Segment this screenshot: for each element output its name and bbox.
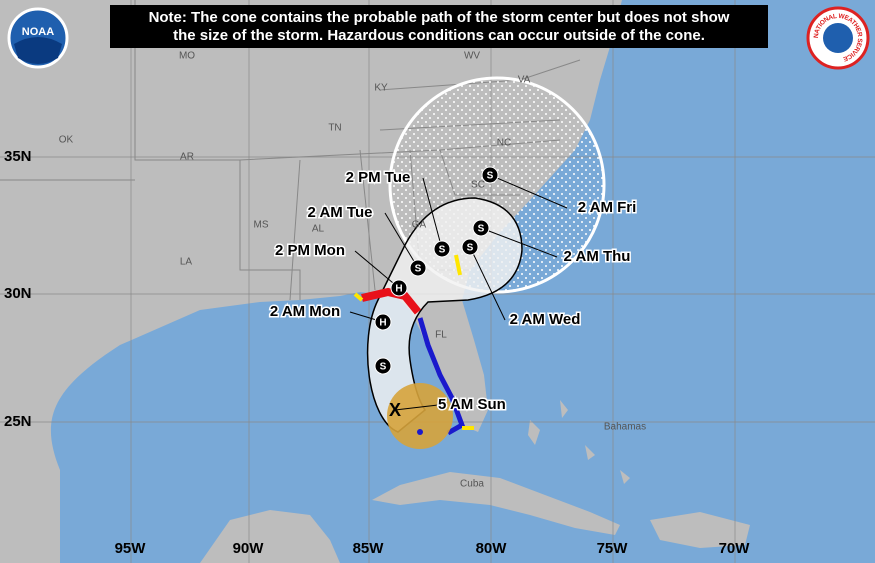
point-marker-letter: H bbox=[379, 318, 386, 329]
point-marker bbox=[481, 166, 499, 184]
leader-line bbox=[480, 227, 558, 258]
forecast-label: 2 AM Tue bbox=[307, 204, 372, 221]
point-marker-letter: S bbox=[439, 245, 446, 256]
yucatan bbox=[200, 510, 340, 563]
hispaniola bbox=[650, 512, 750, 548]
point-marker bbox=[409, 259, 427, 277]
current-label: 5 AM Sun bbox=[438, 396, 506, 413]
leader-line bbox=[384, 212, 419, 269]
forecast-label: 2 AM Mon bbox=[270, 303, 340, 320]
region-label: LA bbox=[180, 257, 193, 268]
latitude-label: 30N bbox=[4, 285, 32, 302]
region-label: FL bbox=[435, 330, 447, 341]
leader-line bbox=[469, 246, 506, 321]
region-label: MS bbox=[254, 220, 269, 231]
latitude-label: 35N bbox=[4, 148, 32, 165]
watch bbox=[353, 254, 474, 430]
forecast-label: 2 PM Mon bbox=[275, 242, 345, 259]
region-label: GA bbox=[412, 220, 427, 231]
point-marker bbox=[472, 219, 490, 237]
point-marker-letter: S bbox=[380, 362, 387, 373]
region-label: TN bbox=[328, 123, 341, 134]
point-marker bbox=[374, 313, 392, 331]
forecast-label: 2 AM Fri bbox=[578, 199, 637, 216]
leader-line bbox=[354, 250, 400, 289]
point-marker bbox=[433, 240, 451, 258]
leader-line bbox=[422, 177, 443, 250]
point-marker bbox=[461, 238, 479, 256]
longitude-label: 85W bbox=[353, 540, 385, 557]
point-marker-letter: H bbox=[395, 284, 402, 295]
note-line: Note: The cone contains the probable pat… bbox=[149, 9, 730, 26]
region-label: NC bbox=[497, 138, 511, 149]
forecast-label: 2 AM Wed bbox=[510, 311, 581, 328]
storm-warning bbox=[417, 317, 466, 436]
region-label: VA bbox=[518, 75, 531, 86]
longitude-label: 95W bbox=[115, 540, 147, 557]
leader-line bbox=[489, 174, 568, 209]
leader-line bbox=[394, 404, 439, 411]
region-label: OK bbox=[59, 135, 74, 146]
region-label: Cuba bbox=[460, 479, 484, 490]
point-marker-letter: S bbox=[478, 224, 485, 235]
latitude-label: 25N bbox=[4, 413, 32, 430]
region-label: WV bbox=[464, 51, 480, 62]
point-marker bbox=[390, 279, 408, 297]
note-line: the size of the storm. Hazardous conditi… bbox=[173, 27, 705, 44]
point-marker-letter: S bbox=[467, 243, 474, 254]
current-marker: X bbox=[389, 400, 401, 420]
forecast-label: 2 PM Tue bbox=[346, 169, 411, 186]
wind-field bbox=[387, 383, 453, 449]
region-label: AL bbox=[312, 224, 325, 235]
point-marker-letter: S bbox=[415, 264, 422, 275]
center-dot bbox=[417, 429, 423, 435]
longitude-label: 90W bbox=[233, 540, 265, 557]
region-label: AR bbox=[180, 152, 194, 163]
region-label: KY bbox=[374, 83, 388, 94]
note-box bbox=[110, 5, 768, 48]
point-marker bbox=[374, 357, 392, 375]
noaa-wave bbox=[14, 37, 62, 64]
forecast-label: 2 AM Thu bbox=[564, 248, 631, 265]
longitude-label: 80W bbox=[476, 540, 508, 557]
cuba bbox=[372, 472, 620, 535]
region-label: SC bbox=[471, 180, 485, 191]
longitude-label: 75W bbox=[597, 540, 629, 557]
longitude-label: 70W bbox=[719, 540, 751, 557]
nws-emblem bbox=[823, 23, 853, 53]
cone-days-1-3 bbox=[366, 197, 523, 433]
region-label: Bahamas bbox=[604, 422, 646, 433]
point-marker-letter: S bbox=[487, 171, 494, 182]
noaa-text: NOAA bbox=[22, 26, 54, 38]
region-label: MO bbox=[179, 51, 195, 62]
